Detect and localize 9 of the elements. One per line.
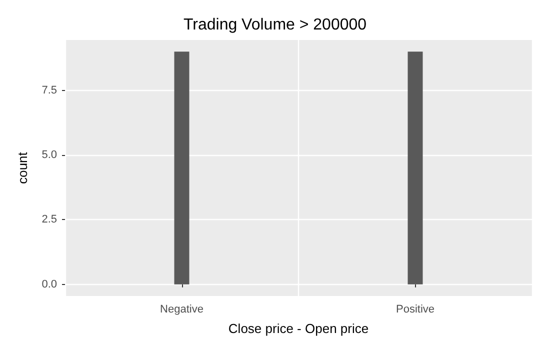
y-tick-label: 5.0: [42, 149, 57, 162]
chart-title: Trading Volume > 200000: [183, 16, 367, 34]
x-tick-label: Negative: [160, 304, 204, 316]
y-tick-label: 0.0: [42, 278, 57, 290]
y-tick-label: 2.5: [42, 214, 57, 226]
x-axis-title: Close price - Open price: [228, 321, 369, 336]
y-axis-title: count: [15, 152, 30, 184]
y-tick-label: 7.5: [42, 84, 57, 96]
x-tick-label: Positive: [396, 304, 435, 316]
